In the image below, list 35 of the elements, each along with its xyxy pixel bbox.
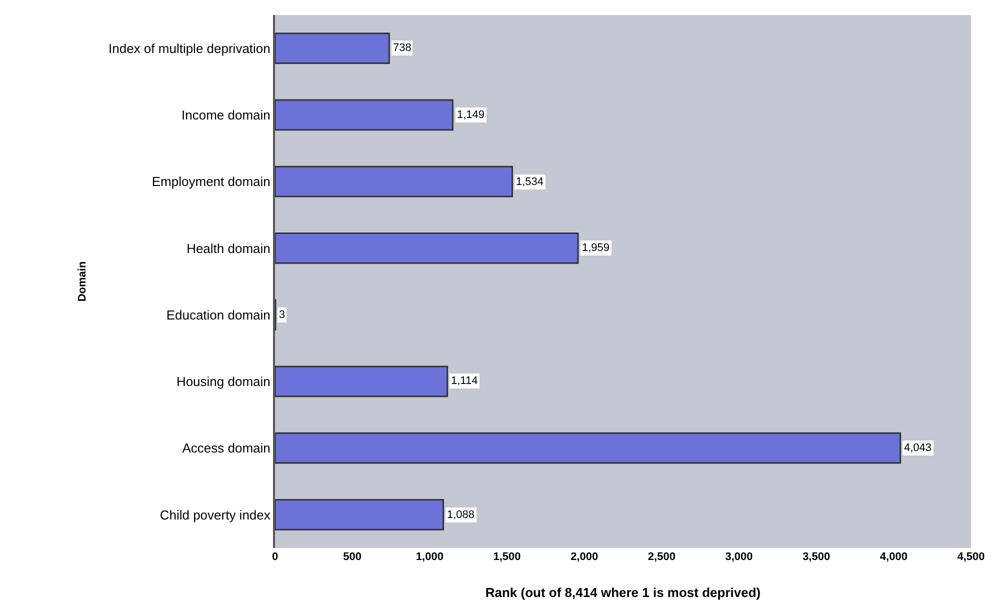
y-axis-title: Domain (76, 261, 89, 302)
x-axis-title: Rank (out of 8,414 where 1 is most deprived) (485, 585, 761, 600)
data-label: 738 (393, 42, 412, 54)
bar (275, 232, 579, 264)
data-label: 3 (279, 309, 286, 321)
x-tick-label: 3,000 (725, 551, 753, 563)
y-tick-label: Education domain (166, 307, 270, 322)
y-tick-label: Health domain (186, 240, 270, 256)
x-tick-label: 1,500 (493, 551, 521, 563)
x-tick-label: 4,000 (880, 551, 908, 563)
data-label: 1,959 (582, 242, 610, 254)
y-tick-label: Access domain (182, 440, 270, 456)
bar (275, 498, 444, 530)
bar (275, 32, 390, 64)
x-tick-label: 2,500 (648, 551, 676, 563)
data-label: 1,114 (451, 375, 478, 387)
x-tick-label: 3,500 (802, 551, 830, 563)
x-tick-label: 500 (343, 551, 362, 563)
x-tick-label: 1,000 (416, 551, 444, 563)
bar (275, 432, 902, 464)
y-tick-label: Income domain (182, 107, 270, 122)
y-tick-label: Employment domain (152, 174, 270, 190)
x-tick-label: 4,500 (957, 551, 985, 563)
y-tick-label: Index of multiple deprivation (108, 40, 270, 56)
y-tick-label: Child poverty index (160, 507, 271, 522)
data-label: 1,534 (516, 176, 544, 188)
bar (275, 99, 454, 131)
data-label: 1,149 (457, 109, 485, 121)
bar (275, 166, 514, 198)
data-label: 1,088 (447, 509, 475, 521)
y-tick-label: Housing domain (176, 374, 270, 389)
x-tick-label: 0 (272, 551, 278, 563)
bar (275, 366, 448, 398)
data-label: 4,043 (904, 442, 932, 454)
x-tick-label: 2,000 (570, 551, 598, 563)
